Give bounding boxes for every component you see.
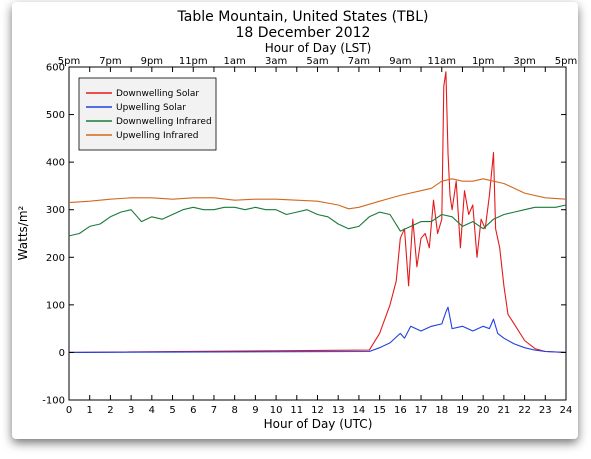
legend-label-1: Upwelling Solar <box>116 103 186 113</box>
top-tick-label-1: 7pm <box>99 56 121 67</box>
x-axis-label: Hour of Day (UTC) <box>264 417 373 431</box>
series-line-0 <box>68 71 567 353</box>
legend-label-2: Downwelling Infrared <box>116 117 212 127</box>
y-axis-label: Watts/m² <box>16 205 30 260</box>
x-tick-label-22: 22 <box>518 405 531 416</box>
x-tick-label-24: 24 <box>560 405 573 416</box>
top-tick-label-10: 1pm <box>472 56 494 67</box>
top-tick-label-4: 1am <box>224 56 246 67</box>
y-tick-label-6: 500 <box>46 110 65 121</box>
x-tick-label-0: 0 <box>66 405 72 416</box>
x-tick-label-18: 18 <box>435 405 448 416</box>
x-tick-label-1: 1 <box>87 405 93 416</box>
x-tick-label-13: 13 <box>332 405 345 416</box>
x-tick-label-8: 8 <box>231 405 237 416</box>
x-tick-label-21: 21 <box>498 405 511 416</box>
x-tick-label-14: 14 <box>353 405 366 416</box>
y-tick-label-0: -100 <box>42 396 65 407</box>
top-tick-label-6: 5am <box>306 56 328 67</box>
legend-label-3: Upwelling Infrared <box>116 131 198 141</box>
y-tick-label-4: 300 <box>46 205 65 216</box>
y-tick-label-7: 600 <box>46 63 65 74</box>
series-line-3 <box>68 178 567 210</box>
x-tick-label-20: 20 <box>477 405 490 416</box>
x-tick-label-15: 15 <box>373 405 386 416</box>
top-tick-label-0: 5pm <box>58 56 80 67</box>
ticks-group: 0 1 2 3 4 5 6 7 8 9 10 11 12 13 14 15 16 17 18 19 20 21 22 23 24… <box>42 56 577 416</box>
x-tick-label-19: 19 <box>456 405 469 416</box>
x-tick-label-2: 2 <box>107 405 113 416</box>
top-tick-label-5: 3am <box>265 56 287 67</box>
x-tick-label-5: 5 <box>169 405 175 416</box>
chart-title: Table Mountain, United States (TBL) <box>177 9 429 25</box>
top-tick-label-8: 9am <box>389 56 411 67</box>
x-tick-label-12: 12 <box>311 405 324 416</box>
x-tick-label-9: 9 <box>252 405 258 416</box>
x-tick-label-17: 17 <box>415 405 428 416</box>
x-tick-label-23: 23 <box>539 405 552 416</box>
top-tick-label-12: 5pm <box>555 56 577 67</box>
x-tick-label-7: 7 <box>211 405 217 416</box>
legend-box <box>78 77 217 151</box>
x-tick-label-3: 3 <box>128 405 134 416</box>
x-tick-label-10: 10 <box>270 405 283 416</box>
series-group <box>68 71 567 353</box>
x-tick-label-11: 11 <box>290 405 303 416</box>
top-tick-label-9: 11am <box>427 56 456 67</box>
y-tick-label-5: 400 <box>46 158 65 169</box>
x-tick-label-4: 4 <box>149 405 155 416</box>
top-tick-label-7: 7am <box>348 56 370 67</box>
legend-label-0: Downwelling Solar <box>116 89 199 99</box>
x-tick-label-6: 6 <box>190 405 196 416</box>
top-tick-label-11: 3pm <box>513 56 535 67</box>
series-line-1 <box>68 306 567 353</box>
y-tick-label-1: 0 <box>59 348 65 359</box>
legend-items: Downwelling Solar Upwelling Solar Downwell… <box>86 89 212 141</box>
chart-subtitle: 18 December 2012 <box>236 25 371 41</box>
series-line-2 <box>68 204 567 237</box>
y-tick-label-3: 200 <box>46 253 65 264</box>
y-tick-label-2: 100 <box>46 300 65 311</box>
top-tick-label-2: 9pm <box>141 56 163 67</box>
top-axis-label: Hour of Day (LST) <box>265 41 372 55</box>
x-tick-label-16: 16 <box>394 405 407 416</box>
legend: Downwelling Solar Upwelling Solar Downwell… <box>78 77 217 151</box>
top-tick-label-3: 11pm <box>179 56 208 67</box>
